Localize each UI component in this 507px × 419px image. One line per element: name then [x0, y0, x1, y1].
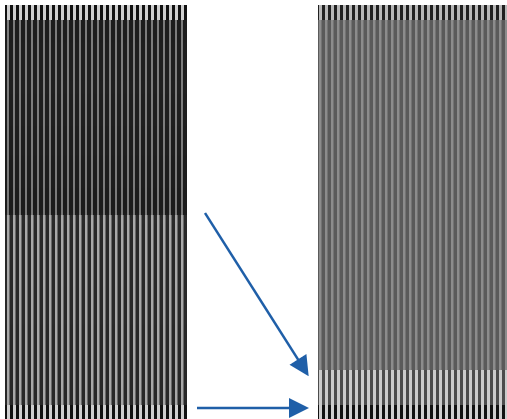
left-stripes-bottom: [5, 215, 187, 405]
right-stripes: [318, 20, 507, 370]
right-top-teeth: [318, 5, 507, 20]
left-stripes-top: [5, 20, 187, 215]
right-stripes-bottom: [318, 370, 507, 405]
left-bottom-teeth: [5, 405, 187, 419]
arrow-diagonal: [203, 212, 309, 377]
left-image: [5, 5, 187, 419]
right-bottom-teeth: [318, 405, 507, 419]
left-top-teeth: [5, 5, 187, 20]
right-image: [318, 5, 507, 419]
